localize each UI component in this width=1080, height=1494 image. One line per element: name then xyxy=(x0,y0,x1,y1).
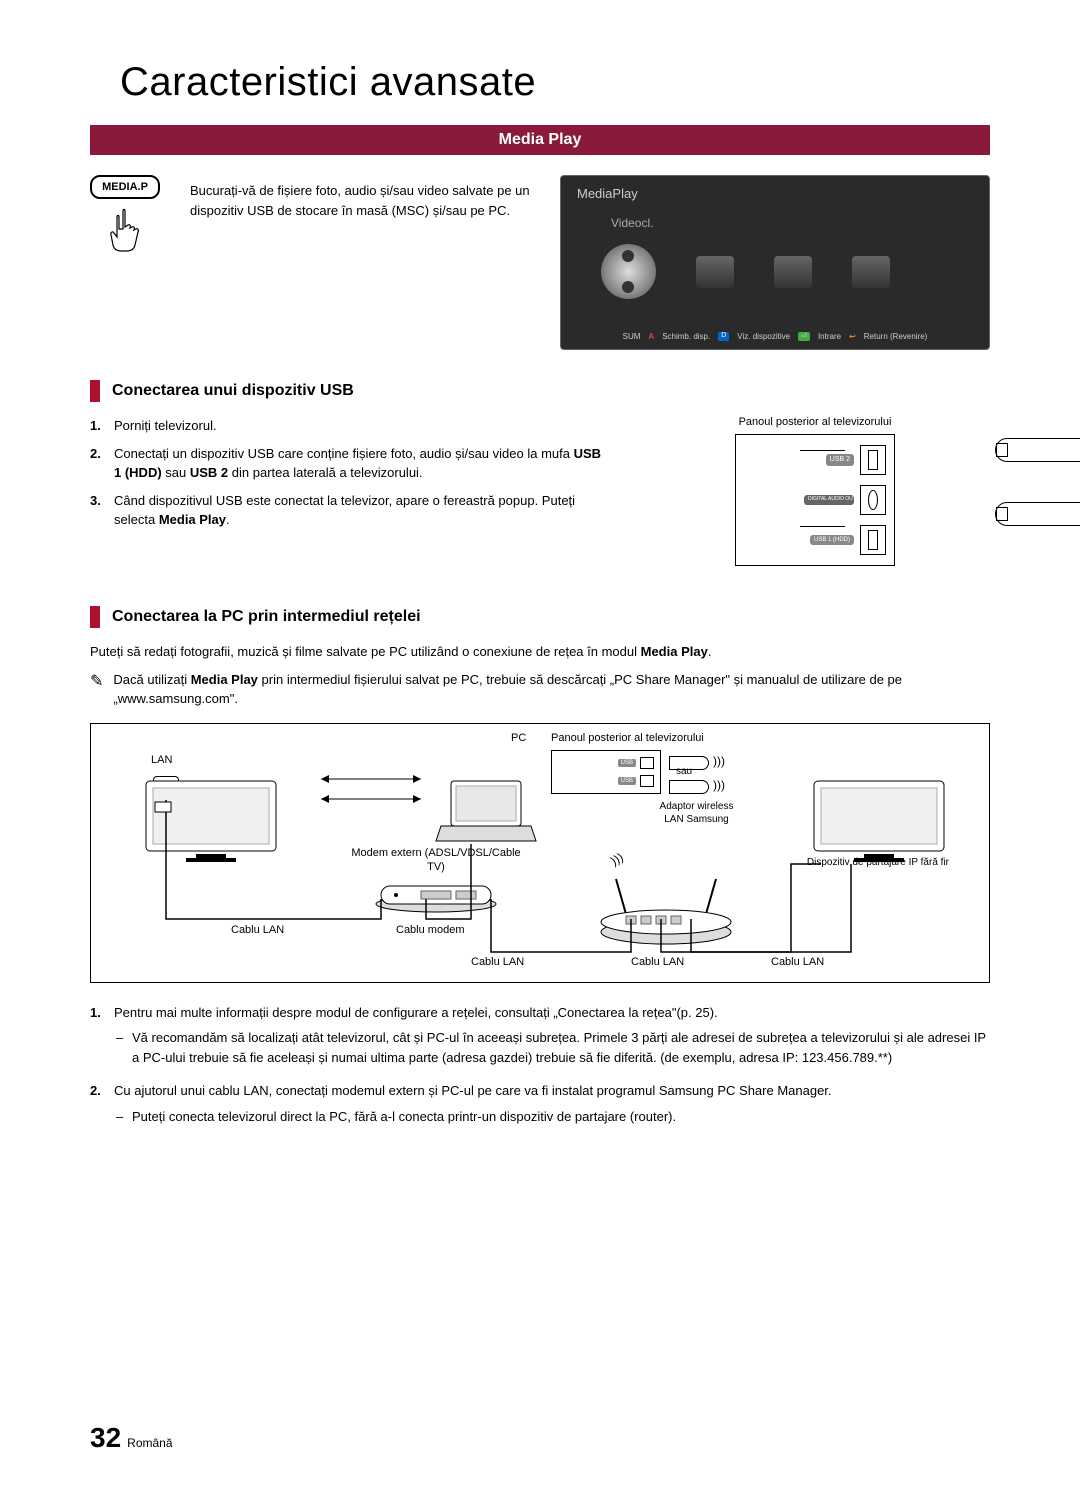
note: ✎ Dacă utilizați Media Play prin interme… xyxy=(90,670,990,709)
cablu-lan-1: Cablu LAN xyxy=(231,924,284,936)
bar-intrare: Intrare xyxy=(818,332,841,341)
router-icon xyxy=(596,874,736,957)
nd-sau: sau xyxy=(676,766,692,777)
wifi-icon-2: ))) xyxy=(713,778,725,792)
usb-steps-list: 1.Porniți televizorul. 2.Conectați un di… xyxy=(90,416,610,530)
t2: Conectați un dispozitiv USB care conține… xyxy=(114,444,610,483)
bottom-steps-list: 1. Pentru mai multe informații despre mo… xyxy=(90,1003,990,1133)
bar-schimb: Schimb. disp. xyxy=(662,332,710,341)
film-reel-icon xyxy=(601,244,656,299)
modem-label: Modem extern (ADSL/VDSL/Cable TV) xyxy=(346,846,526,875)
usb-subsection-title: Conectarea unui dispozitiv USB xyxy=(112,382,354,400)
nd-panel-label: Panoul posterior al televizorului xyxy=(551,732,704,744)
tv-icon-1 xyxy=(696,256,734,288)
usb-stick-2 xyxy=(995,502,1080,526)
n1: 1. xyxy=(90,416,114,436)
page-language: Română xyxy=(127,1436,172,1450)
tv-icon-3 xyxy=(852,256,890,288)
tv-bottom-bar: SUM A Schimb. disp. D Viz. dispozitive ⏎… xyxy=(571,332,979,341)
intro-paragraph: Bucurați-vă de fișiere foto, audio și/sa… xyxy=(190,175,530,350)
red-marker xyxy=(90,380,100,402)
page-footer: 32 Română xyxy=(90,1422,173,1454)
page-title: Caracteristici avansate xyxy=(90,60,990,105)
red-marker-2 xyxy=(90,606,100,628)
n3: 3. xyxy=(90,491,114,530)
pc-subsection-title: Conectarea la PC prin intermediul rețele… xyxy=(112,608,421,626)
nd-lan-label: LAN xyxy=(151,754,172,766)
bar-key-a: A xyxy=(648,332,654,341)
ip-device-label: Dispozitiv de partajare IP fără fir xyxy=(807,857,949,868)
modem-icon xyxy=(371,874,501,917)
usb-stick-1 xyxy=(995,438,1080,462)
panel-box: USB 2 DIGITAL AUDIO OUT (OPTICAL) USB 1 … xyxy=(735,434,895,566)
laptop-icon xyxy=(431,776,541,849)
usb-diagram: Panoul posterior al televizorului USB 2 … xyxy=(640,416,990,566)
t3: Când dispozitivul USB este conectat la t… xyxy=(114,491,610,530)
bar-return: Return (Revenire) xyxy=(864,332,928,341)
optical-label: DIGITAL AUDIO OUT (OPTICAL) xyxy=(804,495,854,505)
tv-screenshot: MediaPlay Videocl. SUM A Schimb. disp. D… xyxy=(560,175,990,350)
nd-pc-label: PC xyxy=(511,732,526,744)
cablu-lan-3: Cablu LAN xyxy=(631,956,684,968)
bar-enter: ⏎ xyxy=(798,332,810,341)
bar-key-d: D xyxy=(718,332,729,341)
note-icon: ✎ xyxy=(90,670,103,709)
page-number: 32 xyxy=(90,1422,121,1454)
tv-monitor-left xyxy=(141,776,281,866)
hand-pointer-icon xyxy=(90,201,160,263)
cablu-modem: Cablu modem xyxy=(396,924,464,936)
bt2: Cu ajutorul unui cablu LAN, conectați mo… xyxy=(114,1081,990,1132)
adaptor-label: Adaptor wireless LAN Samsung xyxy=(649,800,744,826)
pc-intro: Puteți să redați fotografii, muzică și f… xyxy=(90,642,990,662)
cablu-lan-4: Cablu LAN xyxy=(771,956,824,968)
cablu-lan-2: Cablu LAN xyxy=(471,956,524,968)
tv-videocl-label: Videocl. xyxy=(611,216,653,230)
bt1: Pentru mai multe informații despre modul… xyxy=(114,1003,990,1074)
bar-return-sym: ↩ xyxy=(849,332,856,341)
t1: Porniți televizorul. xyxy=(114,416,610,436)
bn1: 1. xyxy=(90,1003,114,1074)
wifi-icon-3: ))) xyxy=(608,849,625,867)
wifi-icon-1: ))) xyxy=(713,754,725,768)
bn2: 2. xyxy=(90,1081,114,1132)
section-bar: Media Play xyxy=(90,125,990,155)
usb2-label: USB 2 xyxy=(826,454,854,466)
tv-icon-2 xyxy=(774,256,812,288)
back-panel-small: USB USB xyxy=(551,750,661,794)
tv-monitor-right xyxy=(809,776,949,866)
usb1-label: USB 1 (HDD) xyxy=(810,535,854,546)
panel-caption: Panoul posterior al televizorului xyxy=(640,416,990,428)
media-p-button: MEDIA.P xyxy=(90,175,160,199)
bar-sum: SUM xyxy=(623,332,641,341)
n2: 2. xyxy=(90,444,114,483)
tv-title: MediaPlay xyxy=(577,186,638,201)
bar-viz: Viz. dispozitive xyxy=(737,332,790,341)
network-diagram: PC Panoul posterior al televizorului LAN… xyxy=(90,723,990,983)
bs2: Puteți conecta televizorul direct la PC,… xyxy=(132,1107,676,1127)
dongle-2 xyxy=(669,780,709,794)
bs1: Vă recomandăm să localizați atât televiz… xyxy=(132,1028,990,1067)
